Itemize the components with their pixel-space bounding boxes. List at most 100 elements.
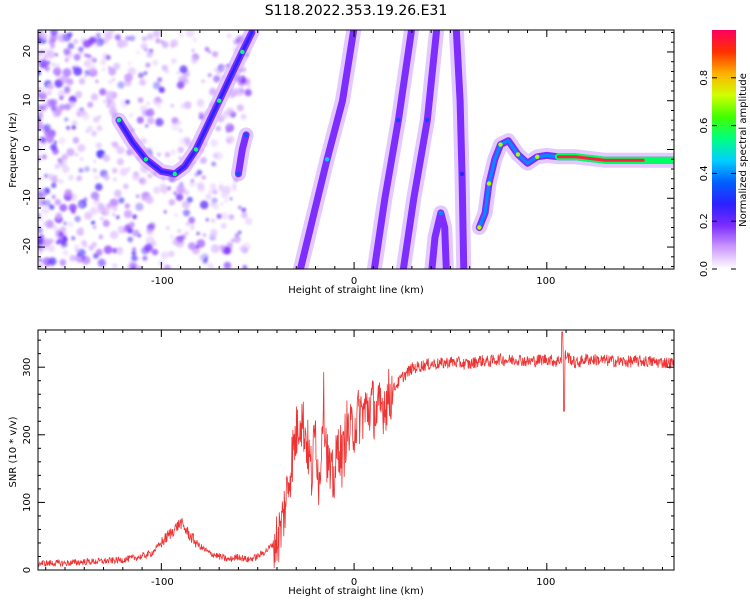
noise-speckle — [118, 197, 125, 204]
snr-ytick-label: 200 — [22, 425, 33, 444]
trace-point — [429, 274, 433, 278]
noise-speckle — [62, 250, 69, 256]
noise-speckle — [111, 167, 118, 174]
noise-speckle — [216, 213, 222, 219]
noise-speckle — [209, 183, 217, 190]
noise-speckle — [61, 153, 68, 161]
noise-speckle — [136, 116, 144, 124]
noise-speckle — [228, 135, 235, 142]
trace-point — [243, 132, 249, 138]
noise-speckle — [96, 33, 101, 38]
spectrogram-ticks — [38, 30, 674, 269]
noise-speckle — [45, 60, 51, 66]
noise-speckle — [92, 225, 97, 230]
noise-speckle — [177, 146, 184, 153]
noise-speckle — [211, 161, 217, 167]
noise-speckle — [103, 174, 110, 181]
colorbar-tick-label: 0.2 — [699, 213, 710, 229]
noise-speckle — [195, 245, 200, 249]
noise-speckle — [115, 215, 120, 219]
trace-point — [352, 25, 356, 29]
noise-speckle — [144, 243, 153, 252]
noise-speckle — [54, 79, 63, 88]
noise-speckle — [221, 66, 225, 71]
noise-speckle — [95, 79, 99, 83]
noise-speckle — [168, 250, 175, 257]
noise-speckle — [59, 259, 67, 266]
noise-speckle — [67, 42, 75, 50]
noise-speckle — [63, 221, 68, 226]
noise-speckle — [38, 61, 42, 66]
noise-speckle — [87, 125, 94, 132]
noise-speckle — [238, 205, 242, 210]
noise-speckle — [90, 93, 99, 101]
noise-speckle — [210, 139, 219, 147]
noise-speckle — [68, 203, 77, 212]
noise-speckle — [157, 77, 163, 83]
noise-speckle — [152, 59, 159, 66]
noise-speckle — [220, 202, 224, 206]
colorbar-label: Normalized spectral amplitude — [738, 73, 749, 227]
noise-speckle — [55, 212, 63, 220]
noise-speckle — [245, 217, 253, 225]
noise-speckle — [105, 90, 114, 99]
noise-speckle — [146, 33, 154, 40]
noise-speckle — [92, 168, 98, 173]
noise-speckle — [144, 62, 151, 69]
trace-point — [486, 181, 492, 186]
noise-speckle — [67, 221, 74, 228]
noise-speckle — [159, 183, 167, 190]
noise-speckle — [77, 202, 84, 209]
noise-speckle — [109, 230, 119, 240]
noise-speckle — [223, 261, 232, 269]
noise-speckle — [160, 251, 169, 260]
noise-speckle — [95, 142, 102, 149]
noise-speckle — [92, 198, 101, 206]
noise-speckle — [66, 125, 71, 130]
noise-speckle — [201, 175, 206, 180]
trace-point — [236, 171, 241, 177]
noise-speckle — [97, 203, 105, 210]
noise-speckle — [155, 118, 164, 127]
trace-point — [217, 98, 222, 103]
noise-speckle — [176, 184, 186, 194]
noise-speckle — [49, 35, 57, 42]
noise-speckle — [172, 238, 179, 246]
noise-speckle — [220, 212, 229, 220]
noise-speckle — [136, 51, 140, 55]
noise-speckle — [66, 148, 75, 157]
trace-point — [498, 142, 503, 147]
noise-speckle — [190, 179, 195, 183]
noise-speckle — [38, 236, 42, 244]
noise-speckle — [215, 125, 221, 132]
trace-point — [324, 157, 330, 162]
noise-speckle — [93, 116, 100, 123]
noise-speckle — [147, 117, 155, 125]
noise-speckle — [58, 104, 66, 111]
noise-speckle — [119, 167, 128, 177]
trace-point — [116, 118, 122, 123]
noise-speckle — [78, 227, 84, 232]
noise-speckle — [170, 44, 174, 48]
colorbar-tick-label: 0.4 — [699, 165, 710, 181]
noise-speckle — [181, 65, 186, 70]
noise-speckle — [219, 244, 226, 251]
noise-speckle — [182, 77, 190, 85]
noise-speckle — [84, 53, 89, 58]
noise-speckle — [113, 189, 122, 198]
noise-speckle — [72, 38, 79, 45]
noise-speckle — [186, 196, 193, 203]
snr-xtick-label: -100 — [151, 577, 174, 588]
noise-speckle — [225, 129, 230, 133]
trace-point — [515, 152, 521, 157]
noise-speckle — [58, 231, 64, 237]
noise-speckle — [75, 91, 83, 99]
noise-speckle — [156, 152, 161, 157]
noise-speckle — [237, 78, 246, 87]
noise-speckle — [148, 222, 156, 230]
noise-speckle — [73, 53, 81, 61]
noise-speckle — [218, 185, 225, 192]
noise-speckle — [151, 248, 159, 256]
noise-speckle — [177, 229, 182, 233]
